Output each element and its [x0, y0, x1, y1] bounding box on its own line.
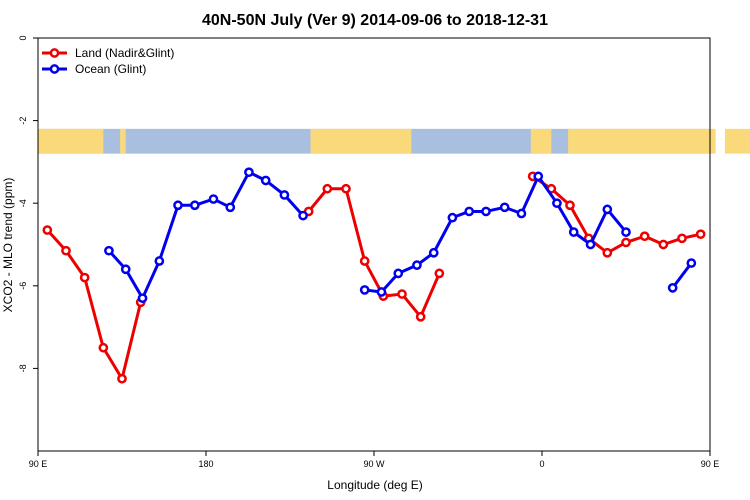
data-point: [585, 239, 596, 250]
data-point: [79, 272, 90, 283]
plot-background: [38, 38, 710, 451]
data-point: [359, 256, 370, 266]
data-point: [260, 175, 271, 186]
data-point: [481, 206, 491, 217]
data-point: [639, 231, 650, 242]
data-point: [415, 311, 426, 322]
y-tick-label: -4: [18, 199, 28, 207]
legend-swatch-point: [49, 64, 60, 74]
data-point: [667, 283, 678, 293]
data-point: [189, 200, 200, 211]
map-land: [530, 128, 552, 154]
map-land: [38, 128, 104, 154]
data-point: [621, 227, 631, 237]
data-point: [552, 198, 562, 209]
y-tick-label: -8: [18, 364, 28, 372]
y-tick-label: -2: [18, 117, 28, 125]
data-point: [602, 204, 613, 215]
series-line: [671, 262, 693, 289]
map-land: [568, 128, 716, 154]
data-point: [516, 208, 527, 219]
series-line: [531, 175, 701, 255]
y-tick-label: 0: [18, 35, 28, 40]
y-axis-label: XCO2 - MLO trend (ppm): [1, 178, 15, 313]
data-point: [412, 260, 422, 270]
data-point: [225, 202, 236, 213]
data-point: [117, 373, 127, 384]
data-point: [533, 171, 544, 182]
data-point: [341, 183, 351, 194]
data-point: [137, 293, 148, 304]
data-point: [322, 183, 333, 194]
data-point: [120, 264, 131, 275]
legend-label: Land (Nadir&Glint): [75, 46, 174, 60]
x-tick-label: 90 E: [29, 459, 48, 469]
x-tick-label: 180: [198, 459, 213, 469]
data-point: [499, 202, 510, 213]
x-axis-label: Longitude (deg E): [327, 478, 422, 492]
data-point: [61, 245, 71, 256]
data-point: [359, 285, 370, 295]
chart-title: 40N-50N July (Ver 9) 2014-09-06 to 2018-…: [202, 12, 548, 29]
data-point: [208, 194, 219, 204]
data-point: [447, 212, 458, 223]
data-point: [279, 190, 290, 200]
series-layer: [42, 167, 706, 384]
data-point: [621, 237, 631, 248]
data-point: [104, 245, 114, 256]
data-point: [602, 247, 613, 258]
data-point: [428, 247, 439, 258]
map-land: [120, 128, 126, 154]
x-tick-label: 90 E: [701, 459, 720, 469]
x-tick-label: 0: [539, 459, 544, 469]
data-point: [695, 229, 706, 240]
data-point: [298, 210, 308, 221]
data-point: [658, 239, 669, 250]
legend: Land (Nadir&Glint) Ocean (Glint): [42, 46, 174, 76]
data-point: [376, 287, 387, 297]
data-point: [173, 200, 183, 211]
data-point: [568, 227, 579, 237]
legend-swatch-point: [49, 48, 60, 58]
map-strip: [38, 128, 750, 154]
plot-area: [38, 38, 710, 451]
data-point: [244, 167, 254, 178]
data-point: [464, 206, 475, 217]
axes-layer: 90 E 180 90 W 0 90 E 0 -2 -4 -6 -8: [18, 35, 719, 469]
data-point: [393, 268, 404, 279]
data-point: [677, 233, 687, 244]
x-tick-label: 90 W: [363, 459, 385, 469]
data-point: [42, 225, 53, 235]
legend-label: Ocean (Glint): [75, 62, 146, 76]
data-point: [565, 200, 575, 211]
data-point: [686, 258, 697, 268]
data-point: [98, 342, 109, 353]
data-point: [434, 268, 445, 279]
map-land: [724, 128, 750, 154]
map-land: [310, 128, 412, 154]
y-tick-label: -6: [18, 282, 28, 290]
data-point: [397, 289, 407, 299]
data-point: [154, 256, 165, 266]
series-line: [364, 174, 628, 294]
